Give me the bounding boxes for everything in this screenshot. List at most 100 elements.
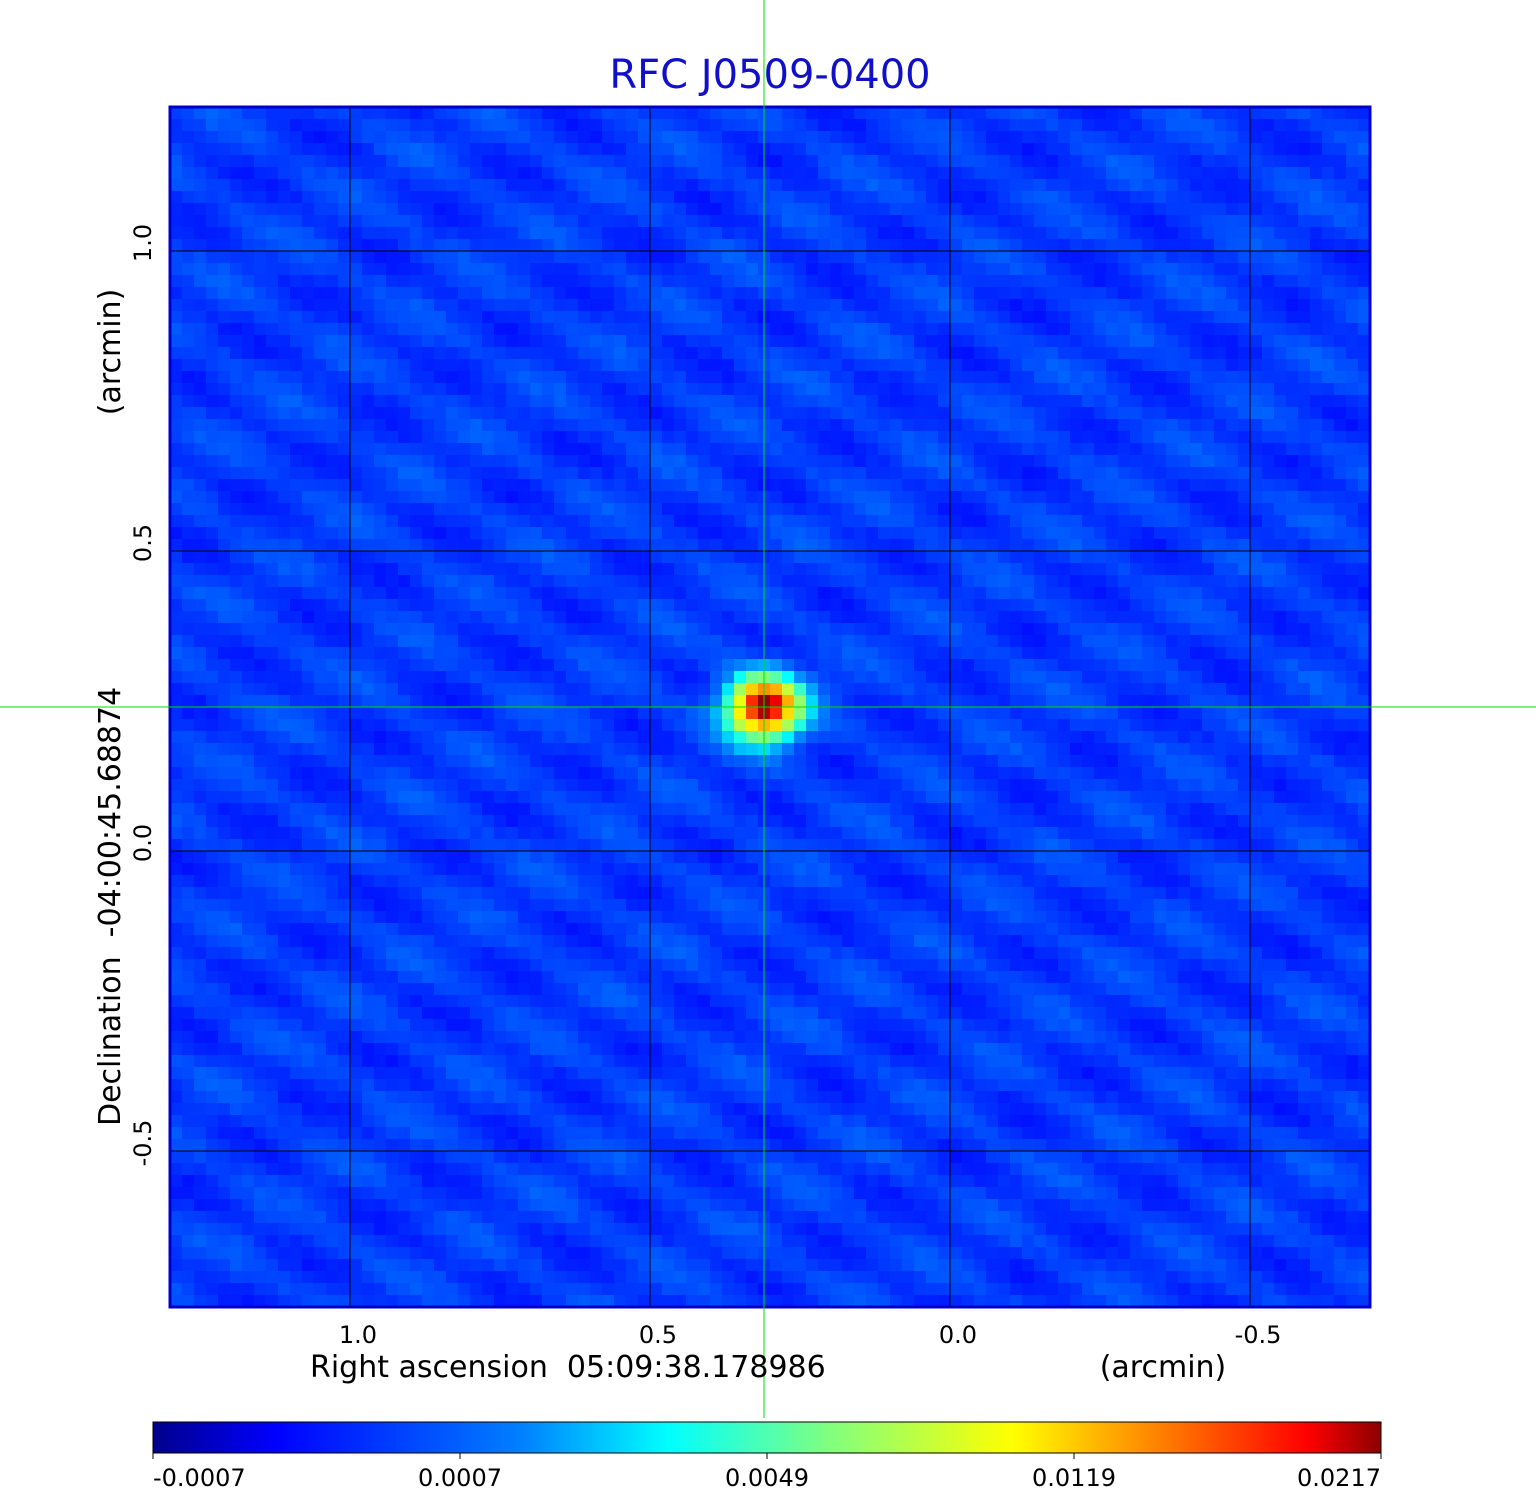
image-pixel (866, 203, 879, 216)
image-pixel (314, 383, 327, 396)
image-pixel (914, 395, 927, 408)
image-pixel (1046, 155, 1059, 168)
image-pixel (410, 287, 423, 300)
image-pixel (1058, 611, 1071, 624)
image-pixel (530, 563, 543, 576)
image-pixel (494, 311, 507, 324)
image-pixel (614, 227, 627, 240)
image-pixel (1310, 239, 1323, 252)
image-pixel (494, 635, 507, 648)
image-pixel (890, 359, 903, 372)
image-pixel (1118, 695, 1131, 708)
image-pixel (470, 443, 483, 456)
image-pixel (386, 107, 399, 120)
image-pixel (926, 695, 939, 708)
image-pixel (638, 263, 651, 276)
image-pixel (1310, 167, 1323, 180)
image-pixel (638, 431, 651, 444)
image-pixel (974, 491, 987, 504)
image-pixel (1202, 131, 1215, 144)
image-pixel (326, 155, 339, 168)
image-pixel (350, 251, 363, 264)
image-pixel (890, 371, 903, 384)
image-pixel (554, 143, 567, 156)
image-pixel (854, 539, 867, 552)
image-pixel (1310, 611, 1323, 624)
image-pixel (542, 503, 555, 516)
image-pixel (1298, 203, 1311, 216)
image-pixel (326, 323, 339, 336)
image-pixel (1178, 311, 1191, 324)
image-pixel (734, 563, 747, 576)
image-pixel (1250, 335, 1263, 348)
image-pixel (374, 143, 387, 156)
image-pixel (1334, 203, 1347, 216)
image-pixel (650, 395, 663, 408)
image-pixel (494, 107, 507, 120)
image-pixel (398, 683, 411, 696)
image-pixel (914, 215, 927, 228)
image-pixel (1154, 107, 1167, 120)
image-pixel (518, 455, 531, 468)
image-pixel (842, 599, 855, 612)
image-pixel (614, 491, 627, 504)
image-pixel (362, 491, 375, 504)
image-pixel (938, 419, 951, 432)
image-pixel (266, 551, 279, 564)
image-pixel (1226, 203, 1239, 216)
image-pixel (422, 371, 435, 384)
image-pixel (1214, 311, 1227, 324)
image-pixel (926, 683, 939, 696)
image-pixel (218, 119, 231, 132)
image-pixel (854, 491, 867, 504)
image-pixel (206, 587, 219, 600)
image-pixel (866, 215, 879, 228)
image-pixel (530, 395, 543, 408)
image-pixel (290, 599, 303, 612)
image-pixel (974, 647, 987, 660)
image-pixel (866, 143, 879, 156)
image-pixel (650, 563, 663, 576)
image-pixel (914, 287, 927, 300)
image-pixel (374, 539, 387, 552)
image-pixel (806, 251, 819, 264)
image-pixel (1322, 203, 1335, 216)
image-pixel (1358, 647, 1370, 660)
image-pixel (926, 227, 939, 240)
image-pixel (290, 251, 303, 264)
image-pixel (1058, 395, 1071, 408)
image-pixel (1310, 683, 1323, 696)
image-pixel (794, 191, 807, 204)
image-pixel (1238, 239, 1251, 252)
image-pixel (1238, 503, 1251, 516)
image-pixel (986, 155, 999, 168)
image-pixel (578, 407, 591, 420)
image-pixel (1190, 587, 1203, 600)
image-pixel (794, 419, 807, 432)
image-pixel (374, 455, 387, 468)
image-pixel (542, 491, 555, 504)
image-pixel (1130, 263, 1143, 276)
image-pixel (278, 275, 291, 288)
image-pixel (1034, 479, 1047, 492)
image-pixel (1346, 683, 1359, 696)
image-pixel (938, 371, 951, 384)
image-pixel (494, 563, 507, 576)
image-pixel (770, 287, 783, 300)
image-pixel (914, 479, 927, 492)
image-pixel (182, 491, 195, 504)
image-pixel (338, 683, 351, 696)
image-pixel (398, 227, 411, 240)
image-pixel (482, 359, 495, 372)
image-pixel (1190, 491, 1203, 504)
image-pixel (1022, 539, 1035, 552)
image-pixel (638, 695, 651, 708)
image-pixel (170, 347, 183, 360)
image-pixel (938, 107, 951, 120)
image-pixel (194, 695, 207, 708)
image-pixel (446, 611, 459, 624)
image-pixel (410, 659, 423, 672)
image-pixel (554, 335, 567, 348)
image-pixel (410, 143, 423, 156)
image-pixel (662, 107, 675, 120)
